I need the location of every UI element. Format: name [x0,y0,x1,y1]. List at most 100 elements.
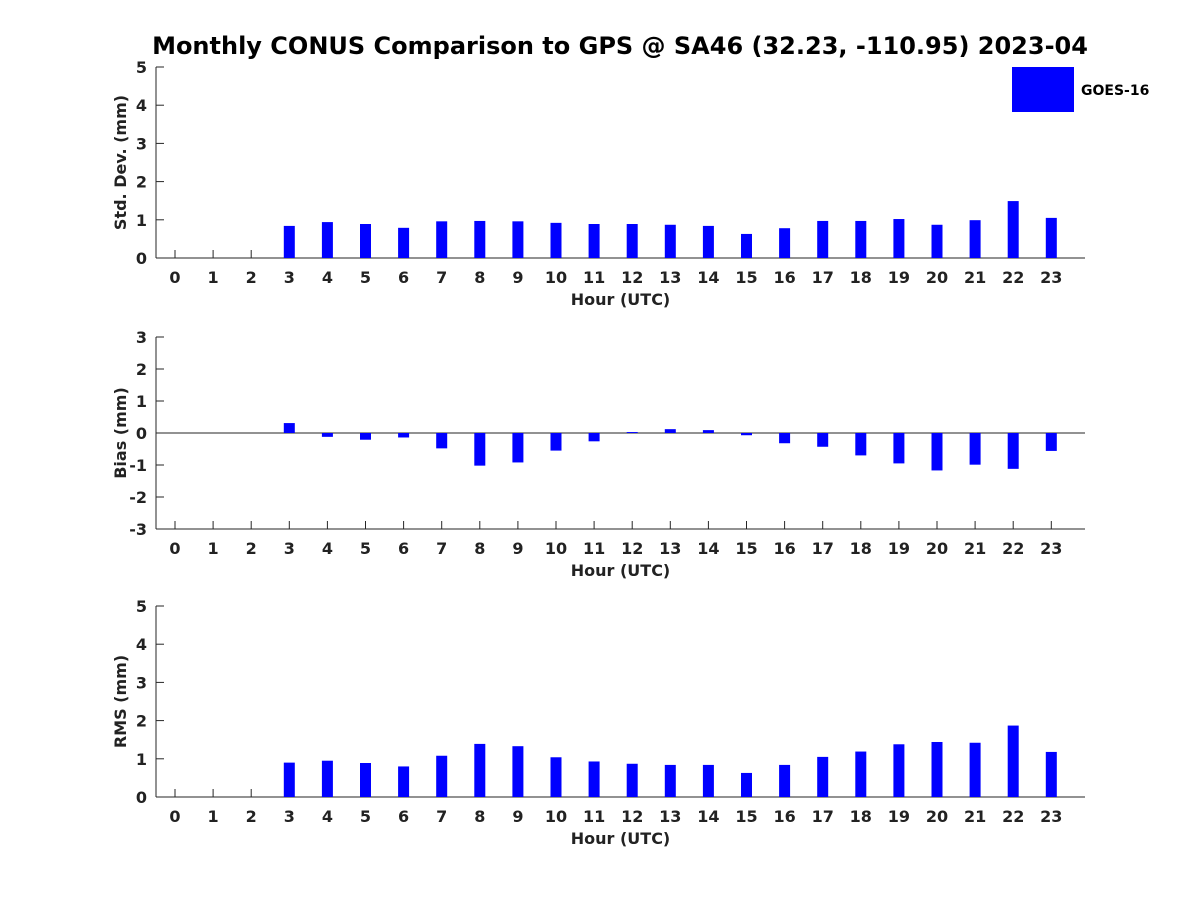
bar-hour-6 [398,227,410,258]
x-tick-label: 13 [659,268,681,287]
x-tick-label: 16 [773,807,795,826]
bar-hour-19 [893,433,905,464]
bar-hour-14 [702,764,714,797]
x-tick-label: 8 [474,807,485,826]
y-axis-label: Bias (mm) [111,387,130,479]
x-tick-label: 4 [322,539,333,558]
bar-hour-10 [550,222,562,258]
y-axis-label: Std. Dev. (mm) [111,95,130,230]
y-tick-label: 2 [136,173,147,192]
x-tick-label: 18 [850,539,872,558]
bar-hour-7 [436,221,448,258]
x-tick-label: 9 [512,807,523,826]
x-tick-label: 6 [398,807,409,826]
bar-hour-19 [893,219,905,258]
chart-title: Monthly CONUS Comparison to GPS @ SA46 (… [152,32,1088,60]
x-tick-label: 9 [512,268,523,287]
x-tick-label: 4 [322,268,333,287]
x-tick-label: 11 [583,539,605,558]
x-tick-label: 0 [169,807,180,826]
bar-hour-16 [779,433,791,444]
y-tick-label: 1 [136,750,147,769]
x-tick-label: 16 [773,539,795,558]
x-tick-label: 14 [697,539,719,558]
x-tick-label: 7 [436,268,447,287]
bar-hour-8 [474,433,486,466]
bar-hour-6 [398,766,410,797]
bar-hour-7 [436,433,448,449]
bar-hour-13 [664,224,676,258]
x-tick-label: 9 [512,539,523,558]
x-tick-label: 15 [735,807,757,826]
x-tick-label: 22 [1002,807,1024,826]
bar-hour-4 [321,760,333,797]
bar-hour-21 [969,220,981,258]
x-tick-label: 3 [284,539,295,558]
x-tick-label: 21 [964,807,986,826]
bar-hour-7 [436,755,448,797]
x-tick-label: 8 [474,268,485,287]
x-tick-label: 20 [926,807,948,826]
x-tick-label: 17 [812,807,834,826]
bar-hour-23 [1045,217,1057,258]
bar-hour-9 [512,433,524,463]
bar-hour-20 [931,224,943,258]
bar-hour-15 [741,433,752,436]
x-tick-label: 14 [697,807,719,826]
x-tick-label: 13 [659,539,681,558]
bar-hour-5 [360,224,371,258]
bar-hour-14 [702,225,714,258]
bar-hour-19 [893,744,905,797]
x-tick-label: 5 [360,539,371,558]
y-tick-label: -3 [129,520,147,539]
y-tick-label: 3 [136,673,147,692]
legend-label: GOES-16 [1081,83,1149,99]
bar-hour-23 [1045,751,1057,797]
x-tick-label: 11 [583,807,605,826]
x-tick-label: 0 [169,268,180,287]
x-tick-label: 3 [284,268,295,287]
bar-hour-9 [512,221,524,258]
y-tick-label: 0 [136,424,147,443]
bar-hour-22 [1007,725,1019,797]
x-tick-label: 6 [398,539,409,558]
x-tick-label: 1 [208,539,219,558]
bar-hour-3 [283,225,295,258]
y-tick-label: -2 [129,488,147,507]
y-tick-label: 3 [136,328,147,347]
y-tick-label: 3 [136,134,147,153]
x-tick-label: 17 [812,539,834,558]
bar-hour-17 [817,220,829,258]
x-tick-label: 23 [1040,539,1062,558]
y-tick-label: 4 [136,96,147,115]
x-tick-label: 5 [360,268,371,287]
y-tick-label: 0 [136,249,147,268]
y-tick-label: 5 [136,58,147,77]
x-tick-label: 13 [659,807,681,826]
x-tick-label: 23 [1040,268,1062,287]
bar-hour-10 [550,433,562,451]
x-tick-label: 8 [474,539,485,558]
x-tick-label: 10 [545,539,567,558]
bar-hour-12 [626,224,638,258]
x-tick-label: 19 [888,539,910,558]
x-tick-label: 1 [208,268,219,287]
x-tick-label: 10 [545,268,567,287]
x-tick-label: 5 [360,807,371,826]
bar-hour-22 [1007,433,1019,469]
x-tick-label: 17 [812,268,834,287]
bar-hour-13 [664,764,676,797]
x-tick-label: 12 [621,268,643,287]
bar-hour-15 [741,772,752,797]
y-tick-label: 2 [136,360,147,379]
bar-hour-11 [588,761,600,797]
bar-hour-20 [931,741,943,797]
bar-hour-5 [360,763,371,797]
y-tick-label: 4 [136,635,147,654]
x-axis-label: Hour (UTC) [571,561,671,580]
x-axis-label: Hour (UTC) [571,290,671,309]
bar-hour-18 [855,751,867,797]
bar-hour-17 [817,756,829,797]
bar-hour-18 [855,220,867,258]
